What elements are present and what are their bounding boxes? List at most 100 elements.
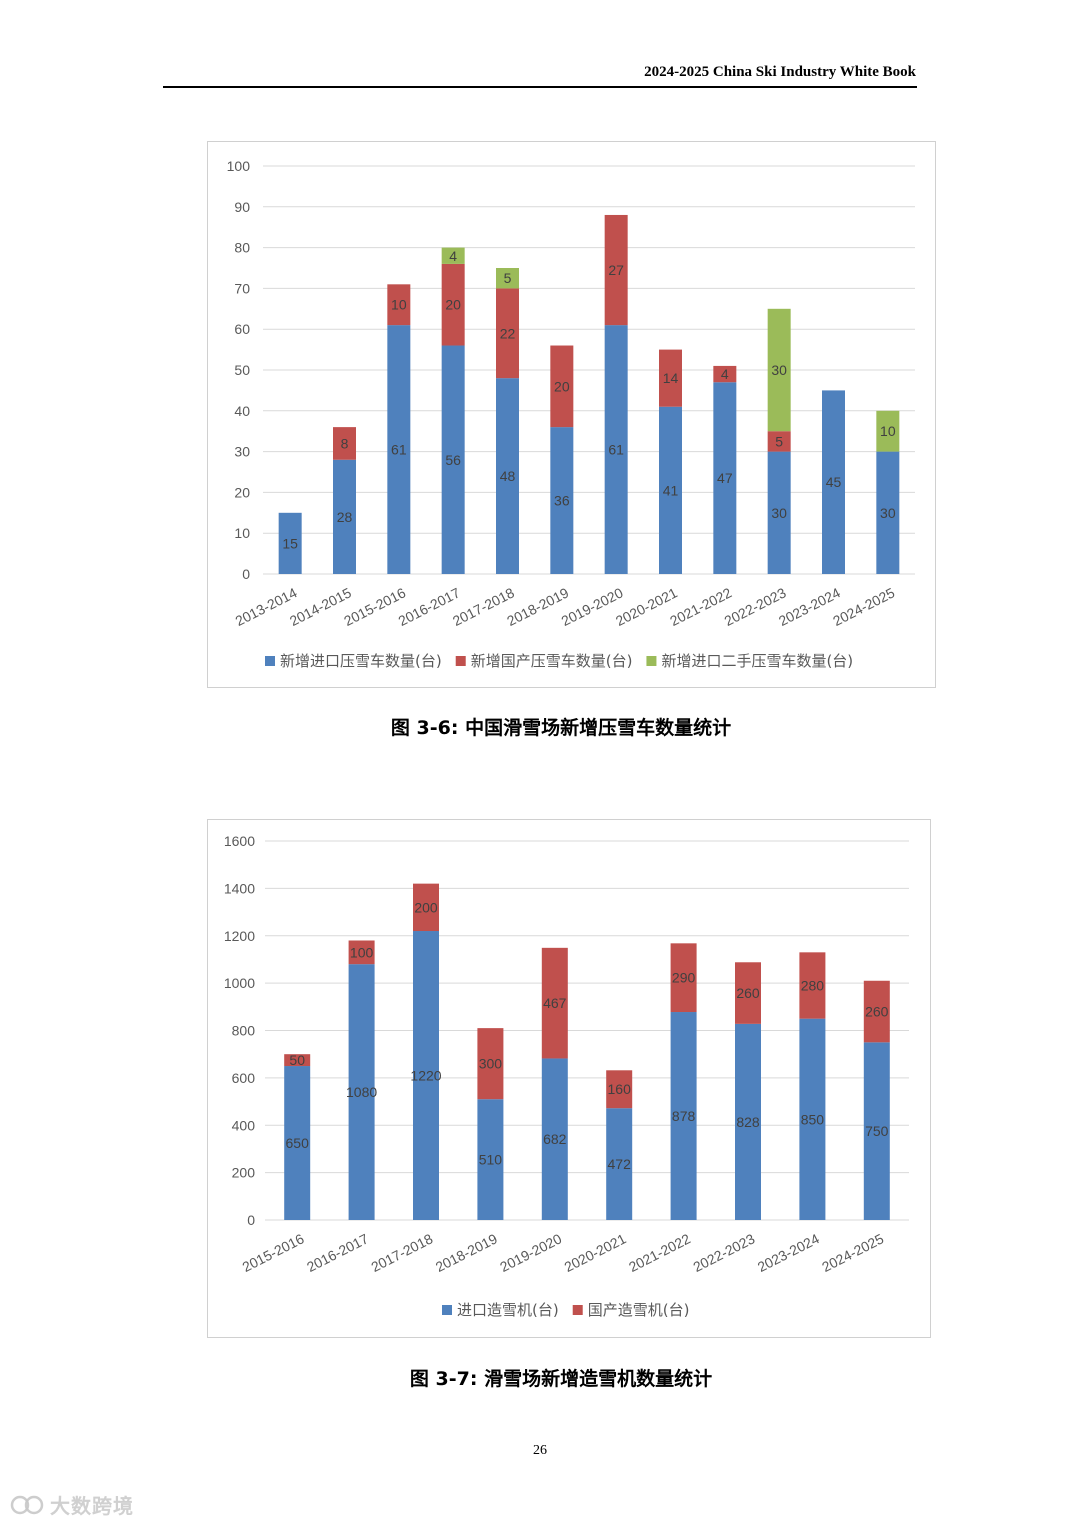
bar-segment xyxy=(863,980,890,1043)
bar-segment xyxy=(799,1018,826,1220)
chart-snowmaker-svg: 0 200 400 600 800 1000 1200 1400 1600 650 50 2015-2… xyxy=(224,833,909,1319)
bar-segment xyxy=(441,247,465,264)
bar-segment xyxy=(541,1058,568,1220)
legend-label: 进口造雪机(台) xyxy=(457,1301,559,1319)
x-tick-label: 2021-2022 xyxy=(667,584,734,629)
bar-segment xyxy=(799,952,826,1019)
data-label: 20 xyxy=(554,378,570,394)
legend-swatch xyxy=(646,656,657,666)
legend-swatch xyxy=(265,656,275,666)
bar-segment xyxy=(767,308,791,432)
bar-segment xyxy=(348,964,375,1220)
y-tick-label: 100 xyxy=(227,158,251,174)
x-tick-label: 2017-2018 xyxy=(450,584,517,629)
bar-segment xyxy=(333,459,356,574)
bar-segment xyxy=(670,943,697,1013)
chart-snowcat-count: 0 10 20 30 40 50 60 70 80 90 100 15 2013-2014 28 8 2014… xyxy=(207,141,936,688)
y-tick-label: 50 xyxy=(234,362,250,378)
data-label: 4 xyxy=(721,366,729,382)
bar-segment xyxy=(278,512,302,574)
legend-swatch xyxy=(442,1305,452,1315)
bar-segment xyxy=(863,1042,890,1220)
watermark: 大数跨境 xyxy=(10,1490,134,1519)
x-tick-label: 2020-2021 xyxy=(562,1230,629,1275)
data-label: 50 xyxy=(289,1052,305,1068)
y-tick-label: 200 xyxy=(232,1165,256,1181)
legend-label: 新增进口二手压雪车数量(台) xyxy=(661,652,853,670)
data-label: 27 xyxy=(608,262,624,278)
y-tick-label: 40 xyxy=(234,403,250,419)
watermark-logo-icon xyxy=(10,1495,44,1514)
watermark-text: 大数跨境 xyxy=(50,1494,134,1518)
bar-segment xyxy=(767,451,791,574)
data-label: 750 xyxy=(865,1123,889,1139)
data-label: 61 xyxy=(391,442,407,458)
y-tick-label: 1000 xyxy=(224,975,255,991)
bar-segment xyxy=(604,214,628,326)
data-label: 280 xyxy=(801,977,825,993)
figure-caption-3-6: 图 3-6: 中国滑雪场新增压雪车数量统计 xyxy=(390,717,732,739)
y-tick-label: 20 xyxy=(234,484,250,500)
x-tick-label: 2014-2015 xyxy=(287,584,354,629)
data-label: 47 xyxy=(717,470,733,486)
bar-segment xyxy=(441,345,465,574)
x-tick-label: 2016-2017 xyxy=(304,1230,371,1275)
data-label: 682 xyxy=(543,1131,567,1147)
legend-swatch xyxy=(572,1305,583,1315)
data-label: 20 xyxy=(445,297,461,313)
bar-segment xyxy=(413,931,439,1220)
data-label: 30 xyxy=(880,505,896,521)
data-label: 10 xyxy=(391,297,407,313)
x-tick-label: 2015-2016 xyxy=(240,1230,307,1275)
data-label: 36 xyxy=(554,493,570,509)
data-label: 300 xyxy=(479,1056,503,1072)
bar-segment xyxy=(541,947,568,1059)
chart-snowmaker-count: 0 200 400 600 800 1000 1200 1400 1600 650 50 2015-2… xyxy=(207,819,931,1338)
bar-segment xyxy=(348,940,375,965)
data-label: 650 xyxy=(286,1135,310,1151)
y-tick-label: 400 xyxy=(232,1117,256,1133)
data-label: 828 xyxy=(736,1114,760,1130)
data-label: 41 xyxy=(663,482,679,498)
data-label: 850 xyxy=(801,1111,825,1127)
x-tick-label: 2013-2014 xyxy=(233,584,300,629)
bar-segment xyxy=(477,1099,504,1220)
data-label: 22 xyxy=(500,325,516,341)
bar-segment xyxy=(496,268,519,289)
bar-segment xyxy=(413,883,439,932)
x-tick-label: 2019-2020 xyxy=(559,584,626,629)
bar-segment xyxy=(441,263,465,346)
legend-swatch xyxy=(455,656,466,666)
data-label: 45 xyxy=(826,474,842,490)
data-label: 467 xyxy=(543,995,567,1011)
data-label: 48 xyxy=(500,468,516,484)
x-tick-label: 2018-2019 xyxy=(504,584,571,629)
data-label: 878 xyxy=(672,1108,696,1124)
bar-segment xyxy=(606,1108,633,1220)
y-tick-label: 60 xyxy=(234,321,250,337)
figure-caption-3-7: 图 3-7: 滑雪场新增造雪机数量统计 xyxy=(409,1368,713,1390)
data-label: 510 xyxy=(479,1152,503,1168)
bar-segment xyxy=(550,427,574,574)
y-tick-label: 10 xyxy=(234,525,250,541)
y-tick-label: 600 xyxy=(232,1070,256,1086)
data-label: 30 xyxy=(771,505,787,521)
bar-segment xyxy=(670,1012,697,1220)
x-tick-label: 2017-2018 xyxy=(368,1230,435,1275)
header-title: 2024-2025 China Ski Industry White Book xyxy=(644,64,916,80)
x-tick-label: 2024-2025 xyxy=(819,1230,886,1275)
x-tick-label: 2015-2016 xyxy=(341,584,408,629)
page-number: 26 xyxy=(533,1443,547,1458)
data-label: 290 xyxy=(672,970,696,986)
bar-segment xyxy=(284,1066,311,1220)
data-label: 5 xyxy=(775,433,783,449)
bar-segment xyxy=(387,284,411,326)
y-tick-label: 70 xyxy=(234,280,250,296)
bar-segment xyxy=(876,410,900,452)
x-tick-label: 2021-2022 xyxy=(626,1230,693,1275)
bar-segment xyxy=(713,382,737,574)
x-tick-label: 2022-2023 xyxy=(690,1230,757,1275)
y-tick-label: 0 xyxy=(242,566,250,582)
y-tick-label: 1600 xyxy=(224,833,255,849)
x-tick-label: 2022-2023 xyxy=(722,584,789,629)
